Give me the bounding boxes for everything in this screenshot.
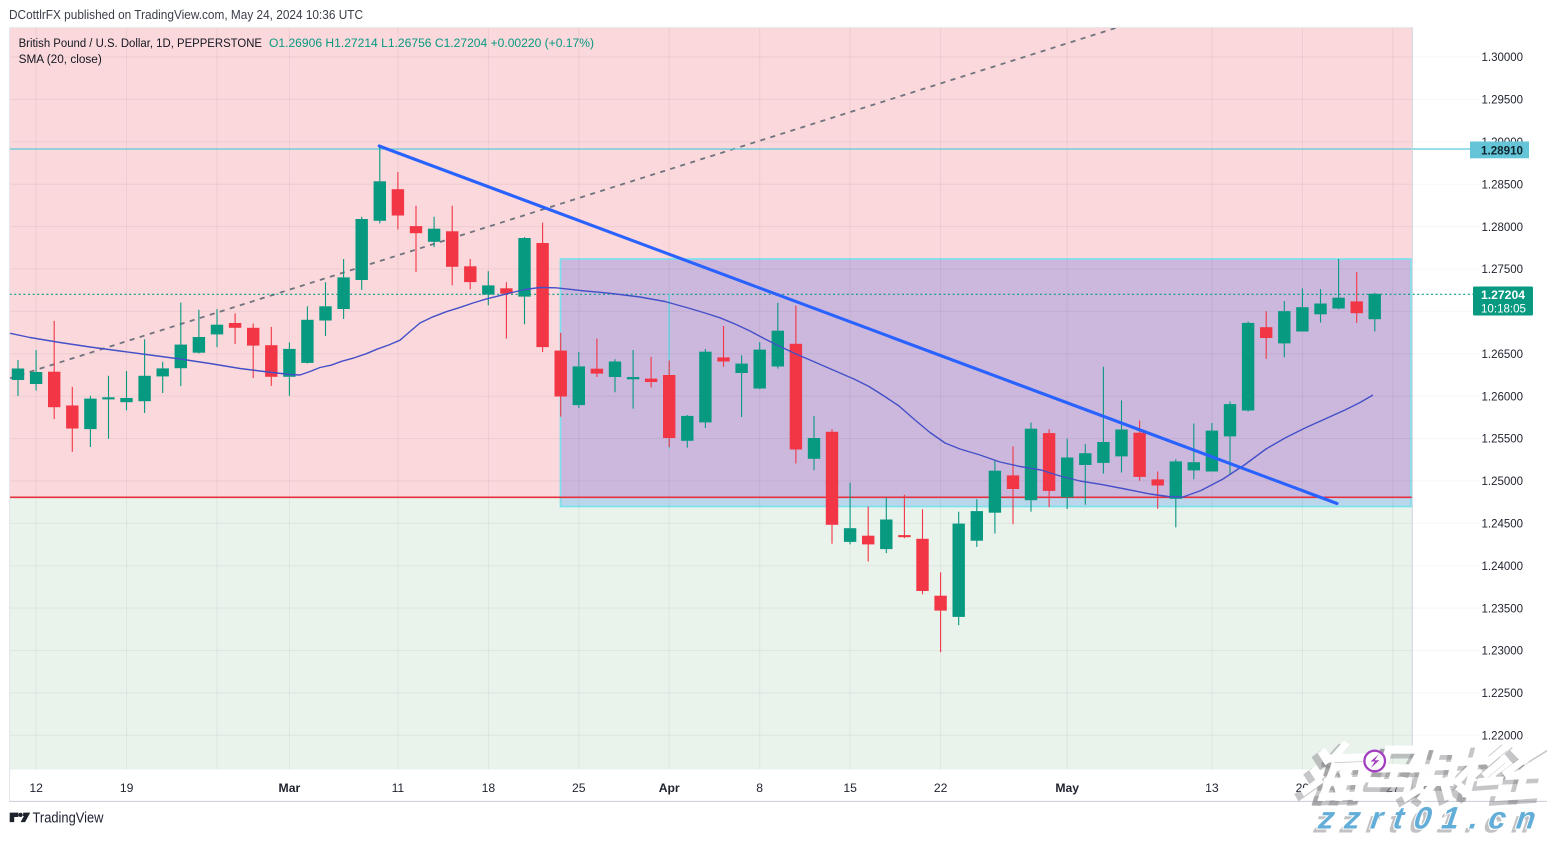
- svg-text:1.26500: 1.26500: [1482, 347, 1524, 361]
- svg-text:1.23500: 1.23500: [1482, 601, 1524, 615]
- svg-text:zzrt01.cn: zzrt01.cn: [1311, 805, 1544, 836]
- svg-text:22: 22: [934, 781, 948, 795]
- svg-text:1.26000: 1.26000: [1482, 389, 1524, 403]
- svg-text:1.29500: 1.29500: [1482, 93, 1524, 107]
- svg-text:1.22500: 1.22500: [1482, 686, 1524, 700]
- svg-text:1.28500: 1.28500: [1482, 177, 1524, 191]
- svg-text:18: 18: [482, 781, 496, 795]
- svg-text:Mar: Mar: [279, 781, 301, 795]
- svg-text:8: 8: [756, 781, 763, 795]
- svg-text:1.24500: 1.24500: [1482, 517, 1524, 531]
- svg-text:1.25500: 1.25500: [1482, 432, 1524, 446]
- svg-text:O1.26906 H1.27214 L1.26756: O1.26906 H1.27214 L1.26756 C1.27204 +0.0…: [269, 36, 594, 50]
- svg-text:25: 25: [572, 781, 586, 795]
- svg-text:May: May: [1055, 781, 1079, 795]
- svg-text:1.25000: 1.25000: [1482, 474, 1524, 488]
- svg-text:1.27500: 1.27500: [1482, 262, 1524, 276]
- svg-text:1.30000: 1.30000: [1482, 50, 1524, 64]
- svg-text:Apr: Apr: [659, 781, 680, 795]
- svg-text:11: 11: [392, 781, 405, 795]
- svg-text:1.23000: 1.23000: [1482, 644, 1524, 658]
- svg-text:1.24000: 1.24000: [1482, 559, 1524, 573]
- svg-text:12: 12: [29, 781, 43, 795]
- svg-text:zzrt01.cn: zzrt01.cn: [1316, 801, 1547, 836]
- svg-text:13: 13: [1205, 781, 1219, 795]
- svg-text:1.22000: 1.22000: [1482, 729, 1524, 743]
- svg-text:DCottlrFX published on Trading: DCottlrFX published on TradingView.com, …: [9, 8, 363, 22]
- svg-text:19: 19: [120, 781, 134, 795]
- svg-text:TradingView: TradingView: [33, 811, 104, 827]
- svg-text:SMA (20, close): SMA (20, close): [19, 52, 102, 66]
- svg-text:15: 15: [843, 781, 857, 795]
- svg-text:1.28000: 1.28000: [1482, 220, 1524, 234]
- svg-text:1.27204: 1.27204: [1481, 288, 1525, 302]
- svg-text:10:18:05: 10:18:05: [1481, 303, 1526, 316]
- svg-text:British Pound / U.S. Dollar, 1: British Pound / U.S. Dollar, 1D, PEPPERS…: [19, 36, 262, 50]
- svg-text:1.28910: 1.28910: [1481, 144, 1523, 158]
